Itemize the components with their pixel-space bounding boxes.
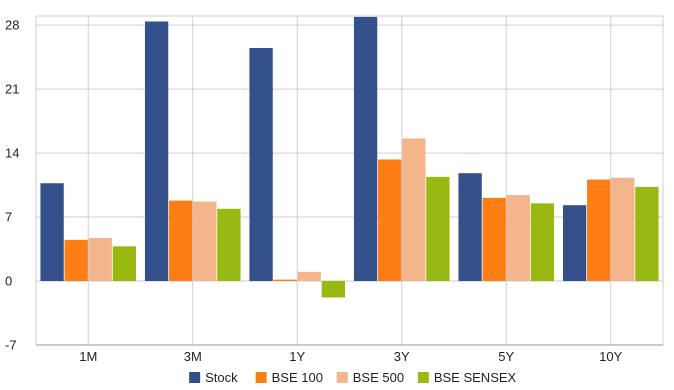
bar-bse-100-3y[interactable] <box>378 159 402 282</box>
bar-bse-sensex-3y[interactable] <box>426 176 450 282</box>
bar-bse-500-10y[interactable] <box>611 177 635 282</box>
x-tick-label: 1Y <box>289 349 305 364</box>
bar-bse-500-1m[interactable] <box>88 238 112 282</box>
legend-label-stock[interactable]: Stock <box>205 370 238 385</box>
legend-label-bse-sensex[interactable]: BSE SENSEX <box>434 370 517 385</box>
bar-bse-sensex-10y[interactable] <box>635 186 659 282</box>
x-tick-label: 10Y <box>599 349 622 364</box>
bar-bse-100-10y[interactable] <box>587 179 611 282</box>
bar-bse-sensex-1y[interactable] <box>321 281 346 298</box>
bar-bse-sensex-5y[interactable] <box>530 203 555 282</box>
bar-bse-100-3m[interactable] <box>169 200 193 282</box>
legend-swatch-stock <box>189 372 201 383</box>
bar-stock-3m[interactable] <box>144 21 169 282</box>
x-tick-label: 5Y <box>498 349 514 364</box>
bar-bse-500-3y[interactable] <box>402 138 426 282</box>
bar-bse-100-5y[interactable] <box>482 197 506 282</box>
bar-bse-sensex-3m[interactable] <box>217 208 241 282</box>
x-tick-label: 1M <box>79 349 97 364</box>
legend: Stock BSE 100 BSE 500 BSE SENSEX <box>189 370 517 385</box>
x-tick-label: 3M <box>184 349 202 364</box>
bar-stock-1y[interactable] <box>249 47 273 282</box>
bars <box>40 16 659 298</box>
bar-stock-10y[interactable] <box>562 205 587 282</box>
y-tick-label: 0 <box>5 274 12 289</box>
bar-bse-500-1y[interactable] <box>297 271 321 282</box>
bar-bse-100-1y[interactable] <box>273 279 297 282</box>
legend-swatch-bse-500 <box>336 372 348 383</box>
bar-bse-500-5y[interactable] <box>506 195 530 282</box>
legend-swatch-bse-100 <box>255 372 267 383</box>
bar-stock-3y[interactable] <box>353 16 378 282</box>
grid <box>35 15 664 346</box>
bar-bse-100-1m[interactable] <box>64 239 88 282</box>
y-tick-label: 28 <box>5 18 19 33</box>
x-tick-label: 3Y <box>394 349 410 364</box>
legend-label-bse-500[interactable]: BSE 500 <box>353 370 404 385</box>
bar-bse-500-3m[interactable] <box>193 201 217 282</box>
y-tick-label: 7 <box>5 210 12 225</box>
legend-swatch-bse-sensex <box>417 372 429 383</box>
y-tick-label: -7 <box>5 338 17 353</box>
bar-stock-5y[interactable] <box>458 173 482 282</box>
axes: 28 21 14 7 0 -7 1M 3M 1Y 3Y 5Y 10Y <box>5 18 663 364</box>
bar-stock-1m[interactable] <box>40 183 64 282</box>
legend-label-bse-100[interactable]: BSE 100 <box>272 370 323 385</box>
y-tick-label: 21 <box>5 82 19 97</box>
y-tick-label: 14 <box>5 146 19 161</box>
bar-bse-sensex-1m[interactable] <box>112 246 137 282</box>
